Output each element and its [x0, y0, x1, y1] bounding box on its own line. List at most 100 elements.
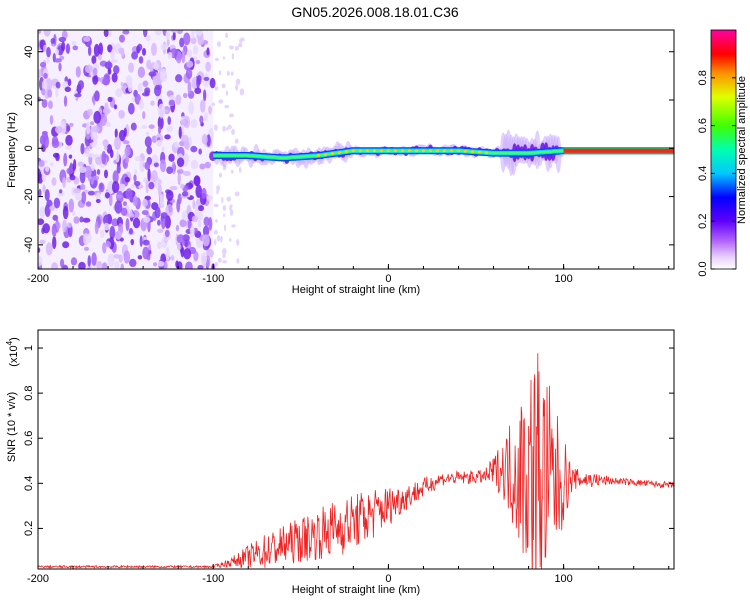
noise-blob	[91, 252, 97, 266]
noise-blob	[42, 44, 47, 52]
noise-blob-sparse	[220, 235, 223, 243]
spectrogram-ylabel: Frequency (Hz)	[6, 112, 18, 188]
signal-hot-spot	[400, 149, 404, 153]
noise-blob	[148, 250, 152, 255]
noise-blob-sparse	[231, 224, 236, 228]
noise-blob	[39, 206, 46, 218]
snr-ytick-label: 0.2	[23, 521, 35, 536]
noise-blob	[84, 64, 93, 74]
noise-blob	[42, 223, 51, 234]
noise-blob	[87, 190, 95, 196]
noise-blob-sparse	[231, 128, 235, 136]
noise-blob	[148, 124, 155, 129]
noise-blob	[65, 43, 71, 54]
noise-blob	[144, 136, 152, 148]
noise-blob	[164, 229, 170, 238]
figure-title: GN05.2026.008.18.01.C36	[291, 4, 459, 20]
noise-blob	[79, 183, 86, 191]
noise-blob	[186, 49, 193, 58]
noise-blob	[199, 163, 206, 170]
noise-blob	[103, 30, 109, 38]
noise-blob	[55, 152, 60, 162]
signal-hot-spot	[372, 149, 376, 153]
noise-blob	[197, 74, 202, 85]
noise-blob	[49, 114, 54, 125]
noise-blob	[103, 214, 110, 226]
noise-blob	[153, 262, 158, 267]
noise-blob	[161, 215, 166, 230]
noise-blob	[188, 101, 194, 115]
noise-blob	[54, 125, 63, 134]
noise-blob-sparse	[213, 203, 219, 208]
noise-blob	[91, 125, 100, 134]
noise-blob	[82, 217, 91, 223]
noise-blob-sparse	[214, 262, 219, 267]
noise-blob	[105, 121, 111, 128]
noise-blob	[141, 124, 148, 129]
noise-blob	[38, 96, 41, 102]
noise-blob	[194, 203, 199, 217]
noise-blob	[87, 45, 92, 57]
noise-blob	[206, 248, 214, 258]
noise-blob	[145, 179, 149, 194]
noise-blob	[166, 125, 174, 132]
noise-blob-sparse	[229, 204, 233, 209]
noise-blob	[57, 192, 65, 197]
noise-blob	[145, 131, 150, 136]
noise-blob	[90, 121, 95, 126]
snr-multiplier: (x104)	[5, 337, 20, 367]
noise-blob	[110, 49, 115, 63]
noise-blob	[39, 239, 46, 245]
noise-blob	[81, 191, 87, 204]
noise-blob	[157, 115, 164, 130]
noise-blob	[128, 227, 134, 235]
noise-blob	[97, 54, 102, 61]
noise-blob	[43, 30, 51, 37]
spec-xtick-label: 100	[554, 273, 572, 285]
noise-blob	[104, 61, 113, 70]
noise-blob	[51, 223, 57, 237]
noise-blob	[156, 219, 161, 226]
signal-hot-spot	[337, 151, 341, 155]
noise-blob	[108, 30, 112, 37]
noise-blob	[104, 102, 109, 117]
noise-blob	[184, 240, 188, 248]
noise-blob	[71, 40, 77, 46]
noise-blob-sparse	[217, 257, 222, 263]
noise-blob	[138, 56, 144, 64]
noise-blob	[176, 234, 185, 244]
noise-blob	[96, 169, 101, 175]
noise-blob	[68, 154, 73, 159]
signal-hot-spot	[442, 149, 446, 153]
noise-blob	[192, 199, 196, 210]
noise-blob	[125, 188, 133, 200]
noise-blob	[137, 82, 143, 93]
noise-blob	[86, 121, 91, 135]
noise-blob	[41, 130, 48, 135]
noise-blob	[41, 79, 48, 92]
noise-blob	[168, 203, 173, 213]
noise-blob	[49, 205, 56, 211]
noise-blob	[141, 210, 149, 216]
noise-blob	[193, 175, 201, 187]
signal-hot-spot	[435, 149, 439, 153]
noise-blob	[185, 68, 193, 80]
noise-blob	[153, 62, 159, 71]
noise-blob-sparse	[225, 32, 229, 39]
noise-blob	[125, 217, 130, 232]
noise-blob	[38, 188, 42, 197]
noise-blob	[124, 146, 131, 157]
noise-blob	[99, 163, 106, 168]
signal-hot-spot	[471, 150, 475, 154]
noise-blob	[61, 41, 66, 52]
noise-blob	[87, 152, 95, 158]
noise-blob	[183, 115, 191, 129]
noise-blob	[116, 163, 121, 174]
noise-blob	[45, 78, 53, 92]
noise-blob-sparse	[231, 53, 235, 60]
noise-blob-sparse	[211, 102, 216, 107]
signal-hot-spot	[464, 149, 468, 153]
noise-blob	[157, 103, 166, 118]
noise-blob	[128, 62, 135, 73]
noise-blob	[48, 100, 53, 109]
